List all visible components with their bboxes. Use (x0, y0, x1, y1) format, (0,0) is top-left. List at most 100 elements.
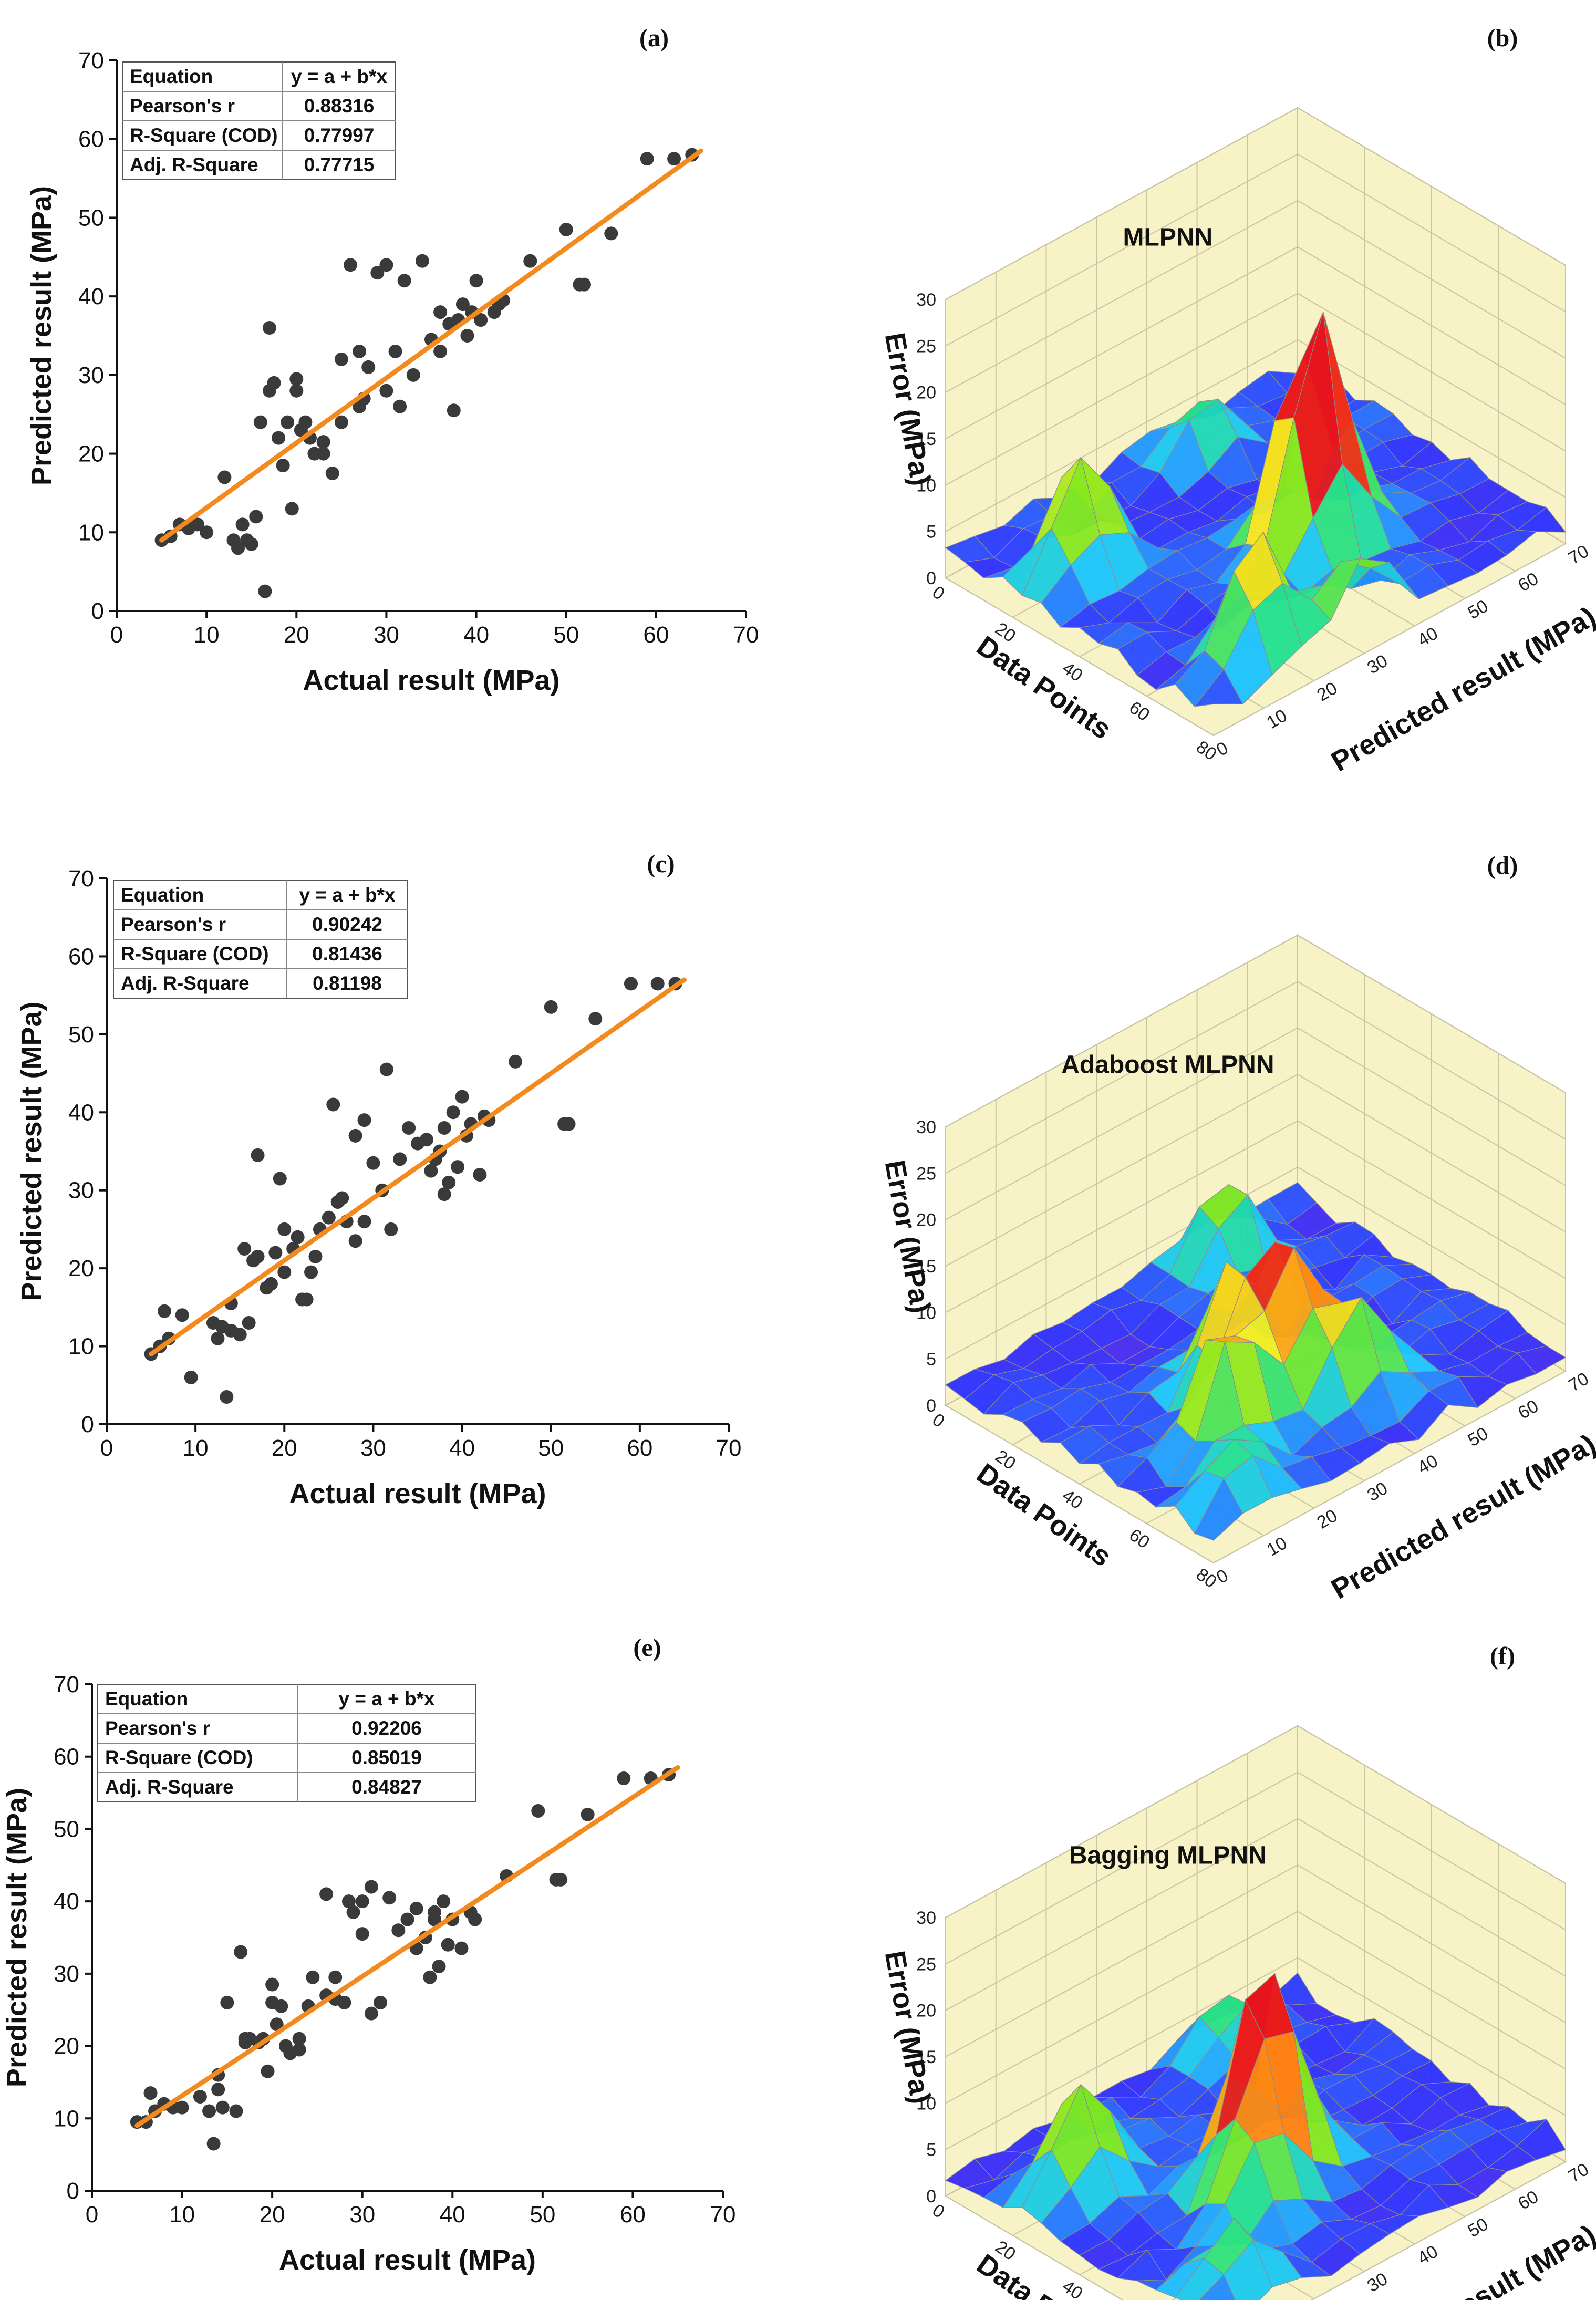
data-point (193, 2089, 207, 2104)
data-point (306, 1970, 320, 1984)
surface-title: Bagging MLPNN (1069, 1841, 1267, 1869)
y-tick-label: 30 (54, 1961, 79, 1987)
data-point (206, 2137, 221, 2151)
stats-label: Adj. R-Square (130, 154, 258, 175)
fit-line (149, 977, 687, 1356)
data-point (397, 274, 411, 288)
data-point (650, 977, 665, 991)
y-tick-label: 10 (68, 1334, 94, 1360)
y-tick-label: 50 (78, 205, 104, 231)
surface-panel-b: 051015202530020406080010203040506070Erro… (879, 24, 1596, 778)
stats-label: Pearson's r (130, 95, 235, 117)
y-tick-label: 70 (1565, 541, 1592, 568)
data-point (200, 525, 214, 540)
data-point (220, 1995, 234, 2009)
grid-line (945, 200, 1298, 393)
data-point (531, 1804, 545, 1818)
data-point (400, 1912, 414, 1926)
data-point (291, 1230, 305, 1244)
stats-label: R-Square (COD) (105, 1747, 253, 1768)
x-tick-label: 20 (272, 1435, 297, 1461)
x-tick-label: 50 (538, 1435, 564, 1461)
x-axis-label: Actual result (MPa) (303, 665, 559, 696)
y-tick-label: 60 (68, 944, 94, 969)
stats-value: 0.85019 (351, 1747, 422, 1768)
y-tick-label: 20 (78, 441, 104, 467)
data-point (667, 152, 681, 166)
stats-value: 0.81436 (312, 943, 382, 965)
data-point (298, 415, 313, 429)
y-tick-label: 40 (1414, 2242, 1442, 2269)
data-point (274, 1999, 288, 2013)
y-tick-label: 60 (1515, 568, 1542, 596)
data-point (415, 254, 429, 268)
y-tick-label: 20 (68, 1256, 94, 1281)
panel-label: (e) (633, 1634, 661, 1662)
y-tick-label: 0 (91, 598, 104, 624)
data-point (217, 470, 232, 484)
data-point (604, 226, 618, 241)
data-point (460, 329, 474, 343)
data-point (328, 1970, 343, 1984)
grid-line (945, 107, 1298, 300)
y-tick-label: 10 (1263, 706, 1291, 733)
data-point (441, 1938, 455, 1952)
data-point (337, 1995, 351, 2009)
data-point (334, 415, 348, 429)
stats-value: y = a + b*x (338, 1688, 434, 1710)
data-point (473, 1168, 487, 1182)
stats-value: y = a + b*x (299, 884, 395, 906)
data-point (341, 1894, 356, 1909)
data-point (335, 1191, 349, 1205)
data-point (562, 1117, 576, 1131)
z-tick-label: 5 (926, 522, 936, 542)
data-point (184, 1370, 198, 1384)
data-point (382, 1891, 397, 1905)
data-point (388, 344, 402, 358)
data-point (261, 2064, 275, 2078)
data-point (370, 266, 385, 280)
y-tick-label: 50 (68, 1022, 94, 1048)
scatter-panel-e: 00 10 10 20 20 30 30 40 40 50 50 60 60 70 70 Actual res… (1, 1634, 735, 2276)
data-point (319, 1887, 334, 1901)
stats-label: R-Square (COD) (121, 943, 269, 965)
data-point (348, 1234, 362, 1248)
stats-value: 0.81198 (313, 972, 382, 994)
y-tick-label: 50 (1465, 2214, 1492, 2241)
data-point (273, 1172, 287, 1186)
fit-line (159, 148, 703, 543)
data-point (393, 399, 407, 413)
x-tick-label: 60 (627, 1435, 652, 1461)
y-tick-label: 10 (78, 520, 104, 545)
data-point (509, 1054, 523, 1069)
data-point (554, 1872, 568, 1887)
x-tick-label: 60 (1125, 1525, 1153, 1553)
x-tick-label: 70 (710, 2202, 736, 2228)
data-point (640, 152, 654, 166)
data-point (267, 376, 281, 390)
data-point (468, 1912, 482, 1926)
y-tick-label: 30 (1364, 1478, 1391, 1506)
panel-label: (a) (639, 24, 669, 52)
z-tick-label: 30 (916, 1908, 936, 1928)
grid-line (945, 1771, 1298, 1965)
stats-value: 0.90242 (312, 914, 382, 935)
data-point (262, 321, 276, 335)
y-tick-label: 20 (54, 2034, 79, 2059)
surface-facet (1199, 2274, 1236, 2300)
surface-facet (1194, 1477, 1243, 1541)
grid-line (945, 1725, 1298, 1918)
panel-label: (c) (647, 850, 675, 878)
panel-label: (d) (1487, 852, 1518, 879)
panel-label: (b) (1487, 24, 1518, 52)
data-point (343, 258, 357, 272)
data-point (355, 1894, 369, 1909)
error-surface (945, 1182, 1567, 1541)
x-tick-label: 10 (169, 2202, 195, 2228)
scatter-panel-a: 00 10 10 20 20 30 30 40 40 50 50 60 60 70 70 Actual res… (26, 24, 759, 696)
data-point (202, 2104, 216, 2118)
x-tick-label: 40 (440, 2202, 465, 2228)
x-tick-label: 70 (733, 622, 759, 648)
data-point (304, 1265, 318, 1279)
